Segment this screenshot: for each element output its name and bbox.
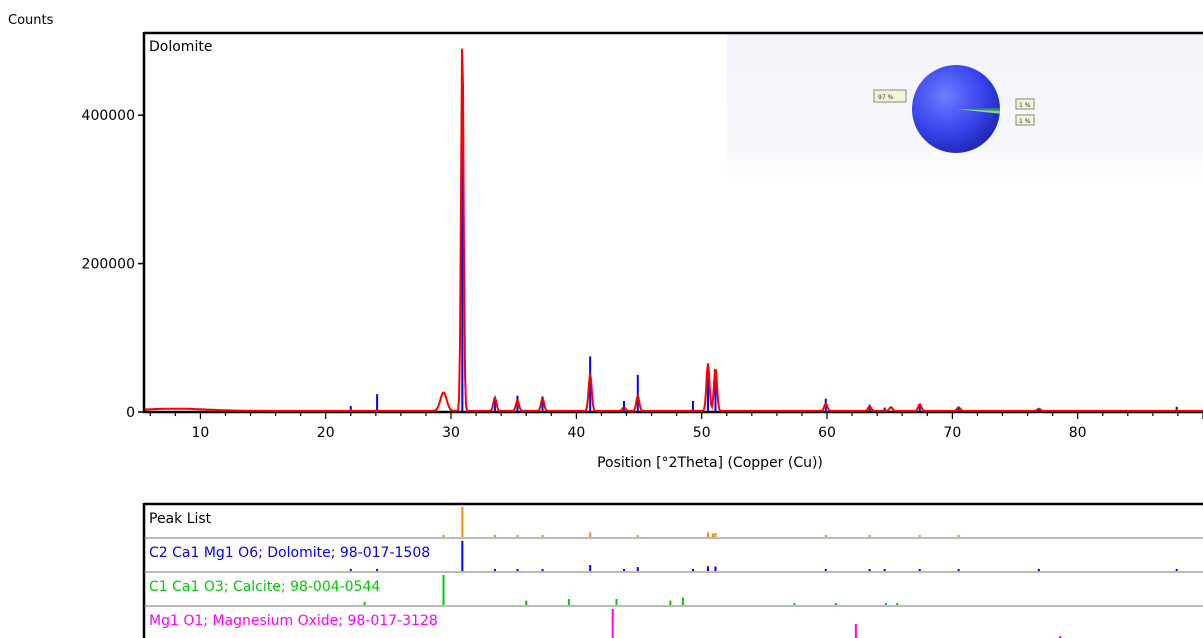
x-tick-label: 20 [317,425,335,441]
svg-text:1 %: 1 % [1019,102,1031,109]
x-tick-label: 70 [943,425,961,441]
chart-title: Dolomite [149,39,212,55]
pie-label-major: 97 % [873,89,907,103]
peak-list-row-label: C1 Ca1 O3; Calcite; 98-004-0544 [149,579,380,595]
pie-slice-minor-2 [956,109,1000,114]
x-tick-label: 50 [693,425,711,441]
pie-label-minor-2: 1 % [1015,114,1035,126]
peak-list-row-label: C2 Ca1 Mg1 O6; Dolomite; 98-017-1508 [149,545,430,561]
calculated-pattern-lines [349,109,1178,412]
x-axis-label: Position [°2Theta] (Copper (Cu)) [597,455,823,471]
x-axis-ticks: 10 20 30 40 50 60 70 80 [149,412,1203,441]
inset-pie-chart: 97 % 1 % 1 % [727,33,1203,185]
observed-pattern-line [145,48,1203,412]
x-tick-label: 80 [1069,425,1087,441]
x-tick-label: 10 [191,425,209,441]
peak-list-row-label: Mg1 O1; Magnesium Oxide; 98-017-3128 [149,613,438,629]
plot-frame [142,31,1203,414]
svg-text:97 %: 97 % [878,94,894,101]
y-axis-ticks: 0 200000 400000 [82,108,144,421]
x-tick-label: 30 [442,425,460,441]
svg-text:1 %: 1 % [1019,118,1031,125]
x-tick-label: 40 [567,425,585,441]
y-axis-label: Counts [8,13,54,28]
x-tick-label: 60 [818,425,836,441]
peak-list-panel: Peak List C2 Ca1 Mg1 O6; Dolomite; 98-017… [142,502,1203,638]
y-tick-label: 200000 [82,257,135,273]
pie-slice-minor-1 [956,108,1001,111]
y-tick-label: 0 [126,405,135,421]
pie-label-minor-1: 1 % [1015,98,1035,110]
peak-list-row-label: Peak List [149,511,212,527]
y-tick-label: 400000 [82,108,135,124]
